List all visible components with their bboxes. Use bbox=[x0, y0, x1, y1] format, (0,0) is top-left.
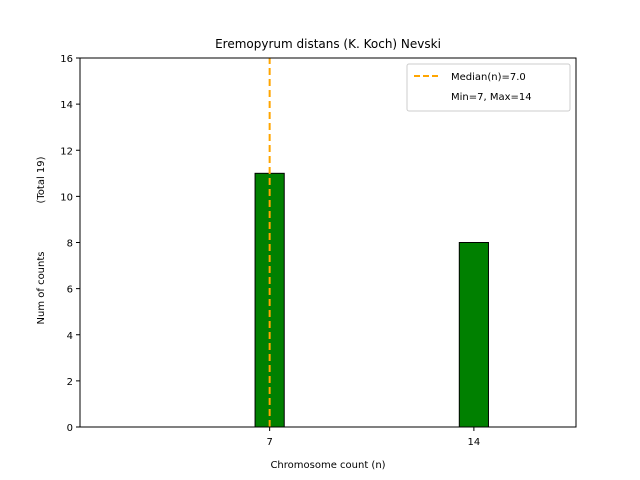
y-tick-label-16: 16 bbox=[60, 54, 73, 65]
legend-box bbox=[406, 63, 571, 112]
y-tick-label-12: 12 bbox=[60, 146, 73, 157]
y-tick-label-10: 10 bbox=[60, 192, 73, 203]
legend: Median(n)=7.0 Min=7, Max=14 bbox=[406, 63, 571, 112]
x-axis-ticks: 7 14 bbox=[266, 427, 480, 448]
y-tick-label-6: 6 bbox=[67, 285, 73, 296]
y-axis-total-label: (Total 19) bbox=[36, 156, 47, 203]
y-axis-ticks: 0 2 4 6 8 10 12 14 16 bbox=[60, 54, 80, 434]
y-tick-label-2: 2 bbox=[67, 377, 73, 388]
y-tick-label-8: 8 bbox=[67, 239, 73, 250]
x-axis-label: Chromosome count (n) bbox=[270, 460, 385, 471]
x-tick-label-7: 7 bbox=[266, 437, 272, 448]
bars bbox=[254, 172, 489, 428]
plot-frame bbox=[79, 57, 577, 428]
bar-14 bbox=[458, 242, 489, 428]
y-tick-label-4: 4 bbox=[67, 331, 73, 342]
x-tick-label-14: 14 bbox=[468, 437, 481, 448]
legend-median-label: Median(n)=7.0 bbox=[451, 72, 526, 83]
y-tick-label-14: 14 bbox=[60, 100, 73, 111]
chart-title: Eremopyrum distans (K. Koch) Nevski bbox=[215, 37, 441, 51]
y-axis-label: Num of counts bbox=[36, 252, 47, 325]
y-tick-label-0: 0 bbox=[67, 423, 73, 434]
legend-minmax-label: Min=7, Max=14 bbox=[451, 92, 532, 103]
